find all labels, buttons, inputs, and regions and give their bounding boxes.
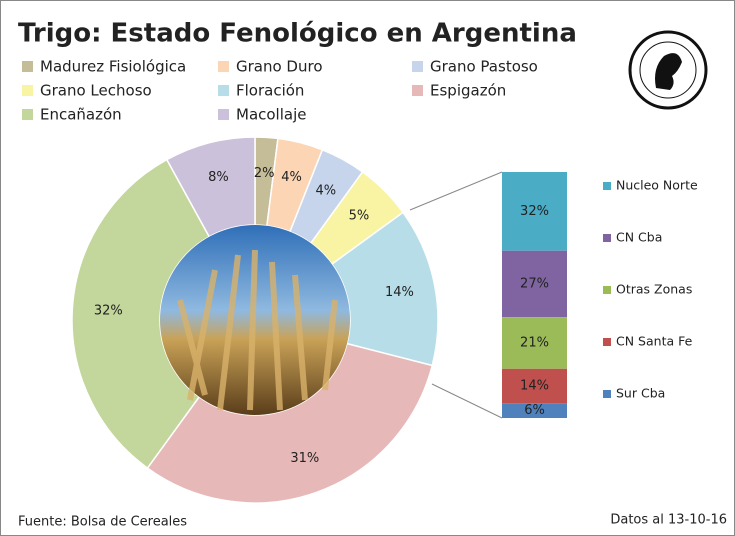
legend-label: Sur Cba <box>616 386 665 401</box>
legend-swatch <box>218 85 229 96</box>
legend-label: Otras Zonas <box>616 282 692 297</box>
legend-swatch <box>603 390 611 398</box>
legend-swatch <box>603 286 611 294</box>
data-label: 27% <box>520 276 549 291</box>
legend-label: Madurez Fisiológica <box>40 58 186 76</box>
legend-swatch <box>22 109 33 120</box>
legend-label: Nucleo Norte <box>616 178 698 193</box>
data-label: 21% <box>520 335 549 350</box>
chart: Trigo: Estado Fenológico en Argentina Fu… <box>0 0 735 536</box>
data-label: 8% <box>208 170 229 185</box>
legend-label: CN Santa Fe <box>616 334 693 349</box>
legend-label: Grano Lechoso <box>40 82 152 100</box>
chart-title: Trigo: Estado Fenológico en Argentina <box>18 19 577 49</box>
legend-swatch <box>218 61 229 72</box>
legend-swatch <box>603 338 611 346</box>
legend-swatch <box>218 109 229 120</box>
legend-label: Floración <box>236 82 304 100</box>
data-label: 2% <box>254 166 275 181</box>
data-label: 4% <box>281 170 302 185</box>
data-label: 6% <box>524 403 545 418</box>
legend-swatch <box>603 234 611 242</box>
data-label: 32% <box>94 303 123 318</box>
data-label: 14% <box>520 379 549 394</box>
legend-label: Espigazón <box>430 82 506 100</box>
legend-swatch <box>22 61 33 72</box>
legend-label: Encañazón <box>40 106 122 124</box>
legend-label: Grano Duro <box>236 58 323 76</box>
legend-swatch <box>22 85 33 96</box>
logo <box>630 32 706 108</box>
legend-label: CN Cba <box>616 230 662 245</box>
legend-swatch <box>412 85 423 96</box>
data-label: 14% <box>385 285 414 300</box>
data-label: 32% <box>520 204 549 219</box>
date-note: Datos al 13-10-16 <box>610 513 727 528</box>
data-label: 4% <box>316 184 337 199</box>
legend-label: Macollaje <box>236 106 306 124</box>
photo <box>160 225 350 415</box>
data-label: 5% <box>349 209 370 224</box>
legend-label: Grano Pastoso <box>430 58 538 76</box>
source: Fuente: Bolsa de Cereales <box>18 515 187 530</box>
data-label: 31% <box>290 451 319 466</box>
legend-swatch <box>412 61 423 72</box>
legend-swatch <box>603 182 611 190</box>
